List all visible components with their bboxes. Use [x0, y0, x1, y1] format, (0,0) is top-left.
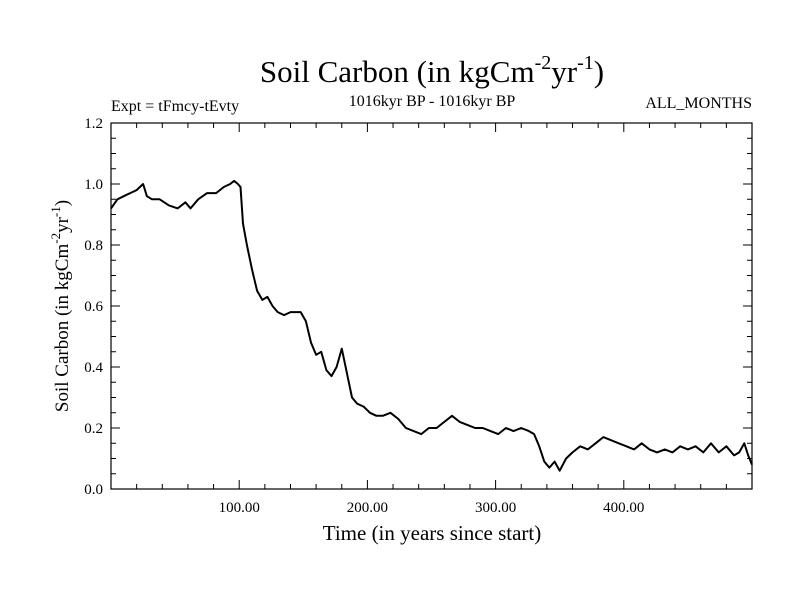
series-layer — [110, 179, 753, 472]
tick-labels-layer: 100.00 200.00 300.00 400.00 0.0 0.2 0.4 0.6 0.8 1… — [84, 116, 644, 516]
y-tick-label: 0.4 — [84, 360, 103, 376]
x-tick-label: 400.00 — [603, 500, 644, 516]
x-tick-label: 100.00 — [219, 500, 260, 516]
x-tick-label: 300.00 — [475, 500, 516, 516]
y-axis-label: Soil Carbon (in kgCm-2yr-1) — [48, 200, 73, 412]
y-tick-label: 1.2 — [84, 116, 103, 132]
x-tick-label: 200.00 — [347, 500, 388, 516]
series-line-soil-carbon — [110, 179, 753, 472]
period-label: 1016kyr BP - 1016kyr BP — [349, 93, 516, 110]
chart-title: Soil Carbon (in kgCm-2yr-1) — [260, 52, 604, 89]
y-tick-label: 0.6 — [84, 299, 103, 315]
y-tick-label: 0.8 — [84, 238, 103, 254]
x-axis-label: Time (in years since start) — [323, 521, 542, 545]
y-tick-label: 1.0 — [84, 177, 103, 193]
months-label: ALL_MONTHS — [645, 95, 752, 112]
ticks-layer — [111, 123, 752, 489]
y-tick-label: 0.2 — [84, 421, 103, 437]
experiment-label: Expt = tFmcy-tEvty — [111, 98, 239, 115]
plot-area-frame — [110, 122, 753, 490]
y-tick-label: 0.0 — [84, 482, 103, 498]
